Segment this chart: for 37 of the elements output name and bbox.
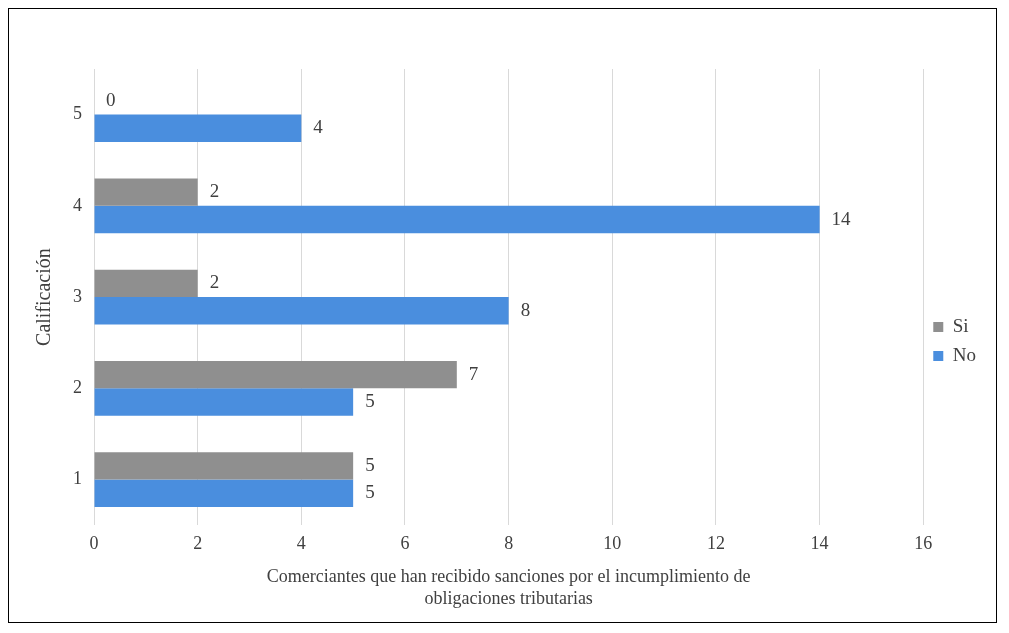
data-label: 2 [209,271,220,293]
y-axis-title: Calificación [32,248,55,346]
bar [94,205,820,234]
data-label: 0 [106,88,116,110]
y-tick-label: 2 [73,377,82,398]
data-label: 5 [365,453,375,475]
x-tick-label: 0 [89,532,99,553]
x-tick-label: 2 [193,532,203,553]
data-label: 8 [520,298,531,320]
bar [94,114,302,142]
data-label: 7 [468,362,479,384]
x-tick-label: 6 [400,532,410,553]
data-label: 5 [365,390,375,412]
data-label: 4 [313,116,324,138]
y-tick-label: 5 [73,103,82,124]
x-tick-label: 14 [810,532,829,553]
bar [94,452,354,480]
x-tick-label: 8 [504,532,514,553]
data-label: 14 [831,207,852,229]
bar [94,479,354,507]
x-tick-label: 10 [603,532,622,553]
data-label: 5 [365,481,375,503]
bar [94,360,457,389]
bar [94,297,509,325]
x-axis-title: Comerciantes que han recibido sanciones por el incumplimiento de obligaciones tributarias [266,566,751,608]
y-tick-label: 3 [73,285,82,306]
data-label: 2 [209,180,220,202]
x-tick-label: 4 [296,532,306,553]
bar [94,388,354,416]
legend-label: No [952,343,977,365]
bar [94,178,198,206]
bar [94,269,198,298]
x-tick-label: 12 [706,532,725,553]
y-tick-label: 4 [73,194,82,215]
x-tick-label: 16 [914,532,933,553]
legend-label: Si [952,314,969,336]
y-tick-label: 1 [73,468,82,489]
